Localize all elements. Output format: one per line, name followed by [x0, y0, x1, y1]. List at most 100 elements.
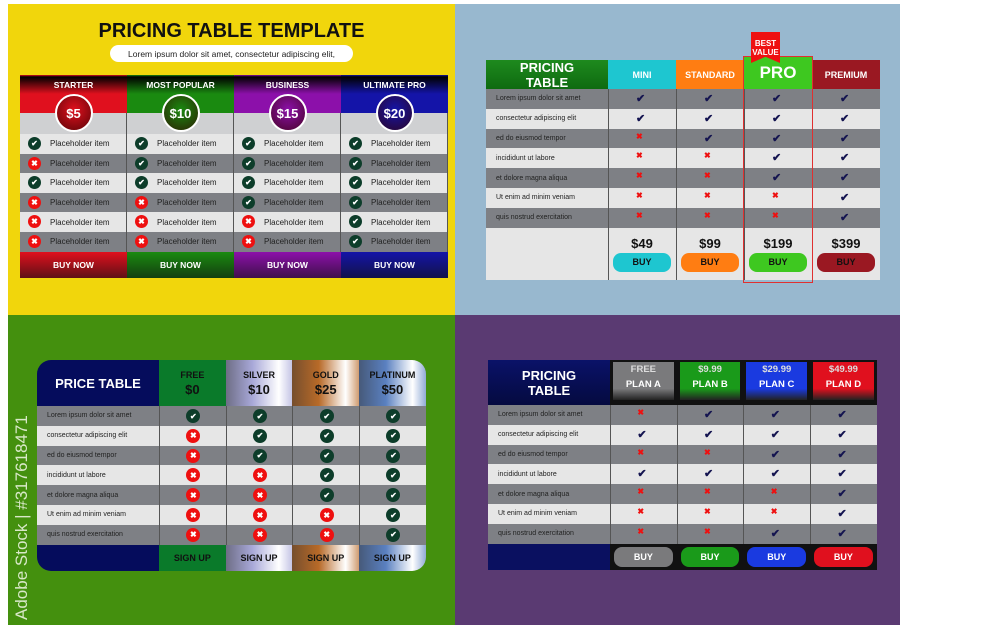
- check-icon: ✔: [837, 488, 847, 501]
- buy-now-button[interactable]: BUY NOW: [20, 252, 127, 278]
- template-blue-panel: PRICING TABLE Lorem ipsum dolor sit amet c…: [455, 4, 900, 315]
- feature-label: Ut enim ad minim veniam: [37, 505, 159, 525]
- feature-label: ed do eiusmod tempor: [37, 445, 159, 466]
- buy-button[interactable]: BUY: [747, 546, 807, 567]
- feature-cell: ✔: [610, 464, 677, 485]
- template-yellow-panel: PRICING TABLE TEMPLATE Lorem ipsum dolor…: [8, 4, 455, 315]
- feature-label: Placeholder item: [371, 217, 431, 227]
- check-circle-icon: ✔: [135, 137, 148, 150]
- check-icon: ✔: [636, 93, 646, 105]
- cross-circle-icon: ✖: [253, 508, 268, 522]
- feature-row: ✖ Placeholder item: [234, 212, 341, 232]
- buy-now-button[interactable]: BUY NOW: [234, 252, 341, 278]
- cross-icon: ✖: [704, 210, 711, 220]
- feature-label: Placeholder item: [157, 217, 217, 227]
- feature-label: Placeholder item: [50, 198, 110, 208]
- feature-label: Lorem ipsum dolor sit amet: [37, 406, 159, 426]
- buy-button[interactable]: BUY: [749, 252, 807, 272]
- feature-cell: ✔: [744, 108, 812, 129]
- plan-header: [292, 360, 360, 406]
- feature-label: incididunt ut labore: [488, 464, 610, 485]
- check-circle-icon: ✔: [253, 448, 268, 463]
- feature-cell: ✔: [359, 485, 426, 505]
- sign-up-button[interactable]: SIGN UP: [292, 544, 360, 571]
- feature-label: ed do eiusmod tempor: [486, 128, 608, 149]
- check-icon: ✔: [770, 428, 780, 441]
- buy-now-button[interactable]: BUY NOW: [127, 252, 234, 278]
- feature-row: ✔ Placeholder item: [341, 173, 448, 193]
- check-icon: ✔: [840, 211, 850, 224]
- buy-now-button[interactable]: BUY NOW: [341, 252, 448, 278]
- plan-name: SILVER: [243, 370, 275, 380]
- check-circle-icon: ✔: [135, 156, 148, 170]
- plan-column-2: PRO BEST VALUE ✔ ✔ ✔ ✔ ✔ ✖ ✖ $199 BUY: [743, 32, 813, 283]
- check-circle-icon: ✔: [319, 468, 334, 483]
- plan-column-1: $9.99 PLAN B ✔ ✔ ✖ ✔ ✖ ✖ ✖ BUY: [676, 360, 744, 570]
- check-circle-icon: ✔: [349, 195, 362, 209]
- sign-up-button[interactable]: SIGN UP: [359, 544, 426, 571]
- feature-cell: ✔: [744, 128, 812, 149]
- feature-cell: ✔: [810, 405, 877, 425]
- feature-label: incididunt ut labore: [486, 148, 608, 169]
- feature-cell: ✖: [159, 425, 226, 446]
- feature-cell: ✖: [610, 523, 677, 544]
- sign-up-button[interactable]: SIGN UP: [159, 544, 226, 571]
- cross-circle-icon: ✖: [242, 215, 255, 229]
- buy-button[interactable]: BUY: [614, 546, 673, 567]
- feature-cell: ✔: [810, 444, 877, 465]
- price-circle: $15: [268, 94, 307, 132]
- buy-button[interactable]: BUY: [680, 546, 740, 567]
- cross-icon: ✖: [636, 210, 643, 220]
- plan-header: PREMIUM: [812, 60, 880, 89]
- price-circle: $5: [54, 94, 93, 132]
- check-icon: ✔: [772, 112, 782, 125]
- feature-cell: ✔: [359, 445, 426, 466]
- cross-circle-icon: ✖: [28, 235, 41, 248]
- feature-label: Placeholder item: [371, 139, 431, 149]
- feature-cell: ✔: [810, 523, 877, 544]
- check-icon: ✔: [837, 527, 847, 540]
- cross-icon: ✖: [637, 526, 645, 536]
- feature-cell: ✔: [676, 405, 744, 425]
- plan-name: PLAN D: [825, 379, 862, 390]
- template1-subtitle: Lorem ipsum dolor sit amet, consectetur …: [110, 45, 353, 62]
- feature-row: ✖ Placeholder item: [20, 232, 127, 252]
- plan-tile: [613, 362, 674, 400]
- feature-cell: ✖: [676, 148, 744, 169]
- check-circle-icon: ✔: [319, 428, 334, 443]
- check-circle-icon: ✔: [386, 468, 401, 483]
- buy-button[interactable]: BUY: [681, 252, 739, 272]
- plan-tile: [746, 362, 808, 400]
- feature-row: ✔ Placeholder item: [127, 134, 234, 154]
- buy-button[interactable]: BUY: [613, 252, 671, 272]
- feature-label: et dolore magna aliqua: [488, 484, 610, 504]
- feature-row: ✔ Placeholder item: [127, 153, 234, 174]
- check-circle-icon: ✔: [253, 428, 268, 443]
- plan-tile: [679, 362, 741, 400]
- feature-cell: ✔: [812, 207, 880, 228]
- feature-row: ✔ Placeholder item: [234, 192, 341, 213]
- cross-circle-icon: ✖: [28, 195, 41, 209]
- pricing-table-2: PRICING TABLE Lorem ipsum dolor sit amet c…: [486, 32, 880, 283]
- feature-cell: ✖: [225, 505, 293, 525]
- plan-name: ULTIMATE PRO: [363, 80, 426, 90]
- cross-circle-icon: ✖: [135, 215, 148, 229]
- check-circle-icon: ✔: [386, 527, 401, 542]
- plan-column-1: MOST POPULAR $10 ✔ Placeholder item ✔ Placeho…: [127, 75, 234, 278]
- feature-row: ✖ Placeholder item: [20, 212, 127, 232]
- check-circle-icon: ✔: [386, 488, 401, 503]
- feature-cell: ✖: [744, 188, 812, 208]
- column-divider: [126, 113, 127, 252]
- feature-label: quis nostrud exercitation: [37, 524, 159, 545]
- feature-cell: ✔: [225, 425, 293, 446]
- feature-cell: ✖: [676, 523, 744, 544]
- check-icon: ✔: [704, 409, 714, 421]
- plan-name: BUSINESS: [265, 80, 310, 90]
- feature-row: ✖ Placeholder item: [234, 232, 341, 252]
- table-title-cell: PRICE TABLE: [37, 360, 159, 406]
- cross-circle-icon: ✖: [253, 468, 268, 483]
- cross-icon: ✖: [704, 171, 711, 181]
- buy-button[interactable]: BUY: [814, 546, 873, 567]
- buy-button[interactable]: BUY: [817, 252, 875, 272]
- sign-up-button[interactable]: SIGN UP: [225, 544, 293, 571]
